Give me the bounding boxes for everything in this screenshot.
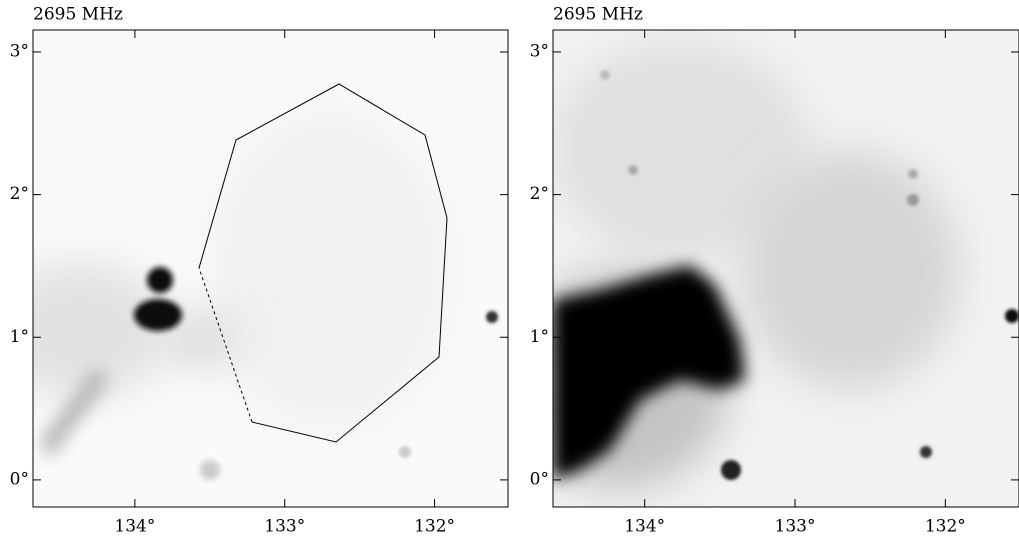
- x-tick-label: 134°: [624, 517, 665, 537]
- x-tick-label: 132°: [414, 517, 455, 537]
- x-tick-label: 133°: [775, 517, 816, 537]
- y-tick-label: 0°: [10, 469, 29, 489]
- y-tick-label: 1°: [10, 327, 29, 347]
- y-tick-label: 3°: [530, 41, 549, 61]
- panel-title: 2695 MHz: [553, 5, 643, 25]
- x-tick-label: 132°: [925, 517, 966, 537]
- y-tick-label: 1°: [530, 327, 549, 347]
- panel-title: 2695 MHz: [33, 5, 123, 25]
- left-image: [0, 30, 508, 507]
- figure: 2695 MHz134°133°132°0°1°2°3°2695 MHz134°…: [0, 0, 1019, 540]
- y-tick-label: 2°: [530, 184, 549, 204]
- x-tick-label: 133°: [264, 517, 305, 537]
- right-image: [510, 30, 1019, 507]
- y-tick-label: 3°: [10, 41, 29, 61]
- x-tick-label: 134°: [114, 517, 155, 537]
- y-tick-label: 0°: [530, 469, 549, 489]
- y-tick-label: 2°: [10, 184, 29, 204]
